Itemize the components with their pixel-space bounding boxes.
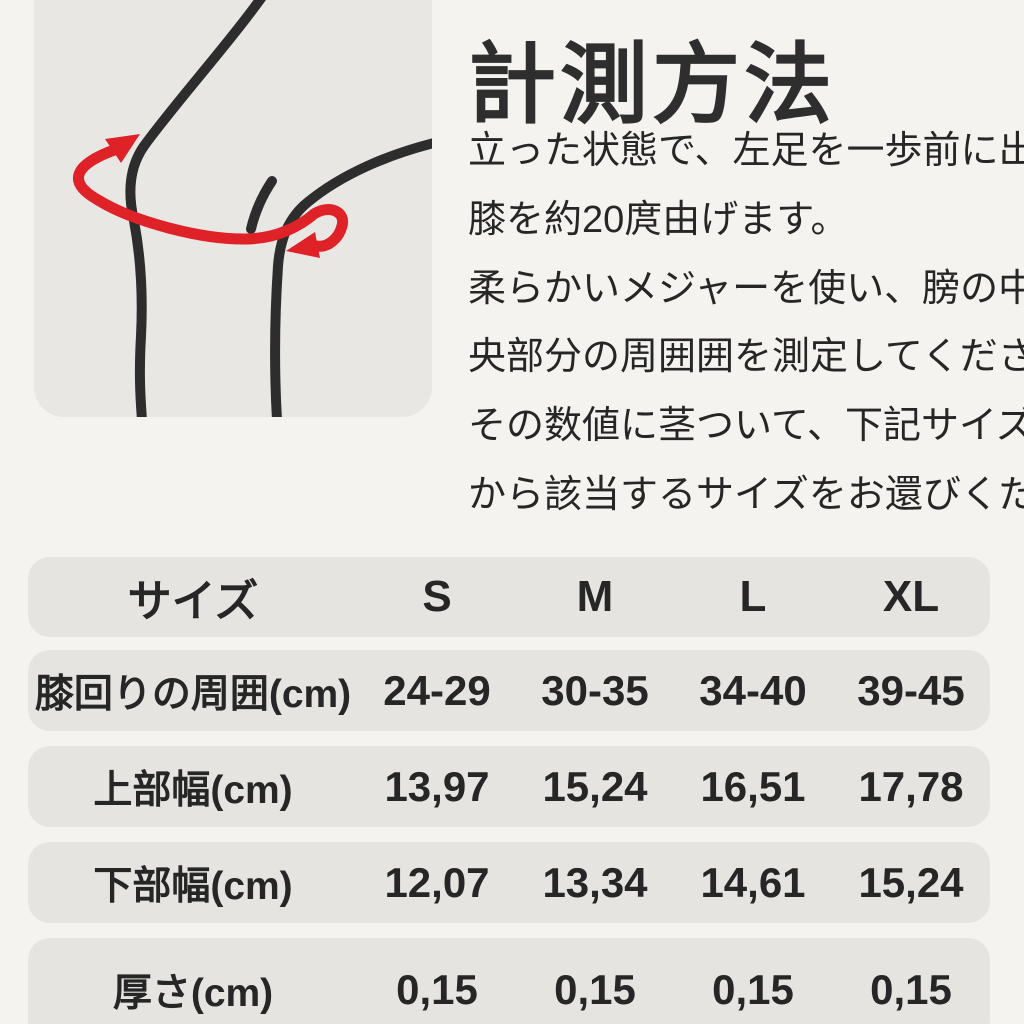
instruction-line: その数値に茎ついて、下記サイズ表 — [468, 405, 1024, 448]
table-cell: 34-40 — [699, 666, 807, 714]
table-cell: 0,15 — [396, 966, 478, 1013]
row-label: 膝回りの周囲(cm) — [34, 672, 352, 716]
table-row-thickness: 厚さ(cm) 0,15 0,15 0,15 0,15 — [28, 938, 990, 1024]
table-cell: 15,24 — [542, 762, 648, 810]
row-label: 厚さ(cm) — [112, 972, 274, 1015]
table-cell: 13,97 — [384, 762, 490, 810]
table-cell: 14,61 — [700, 858, 806, 906]
column-header-size: サイズ — [127, 577, 259, 626]
column-header-xl: XL — [882, 572, 940, 621]
instruction-line: 立った状態で、左足を一歩前に出, — [468, 130, 1024, 172]
table-cell: 12,07 — [384, 858, 490, 906]
instruction-line: 央部分の周囲囲を測定してください — [468, 336, 1024, 379]
instruction-line: から該当するサイズをお還びくださ — [468, 473, 1024, 516]
table-cell: 0,15 — [870, 966, 952, 1013]
column-header-m: M — [576, 572, 614, 621]
table-cell: 13,34 — [542, 858, 648, 906]
instruction-line: 膝を約20庹由げます。 — [468, 198, 849, 241]
page-title: 計測方法 — [468, 35, 837, 134]
table-cell: 0,15 — [712, 966, 794, 1013]
row-label: 上部幅(cm) — [93, 768, 293, 812]
knee-measurement-diagram-icon — [73, 0, 432, 417]
table-cell: 39-45 — [857, 666, 965, 714]
column-header-s: S — [422, 572, 452, 621]
size-table-header-row: サイズ S M L XL — [28, 557, 990, 637]
knee-illustration-card — [34, 0, 432, 417]
table-row-bottom-width: 下部幅(cm) 12,07 13,34 14,61 15,24 — [28, 842, 990, 923]
table-row-knee-circumference: 膝回りの周囲(cm) 24-29 30-35 34-40 39-45 — [28, 650, 990, 731]
instruction-line: 柔らかいメジャーを使い、膀の中 — [468, 267, 1024, 310]
table-cell: 30-35 — [541, 666, 649, 714]
table-cell: 0,15 — [554, 966, 636, 1013]
measurement-instructions: 立った状態で、左足を一歩前に出, 膝を約20庹由げます。 柔らかいメジャーを使い… — [468, 117, 1024, 530]
table-row-top-width: 上部幅(cm) 13,97 15,24 16,51 17,78 — [28, 746, 990, 827]
column-header-l: L — [739, 572, 767, 621]
table-cell: 17,78 — [858, 762, 964, 810]
table-cell: 24-29 — [383, 666, 491, 714]
row-label: 下部幅(cm) — [93, 864, 293, 908]
table-cell: 15,24 — [858, 858, 964, 906]
table-cell: 16,51 — [700, 762, 806, 810]
